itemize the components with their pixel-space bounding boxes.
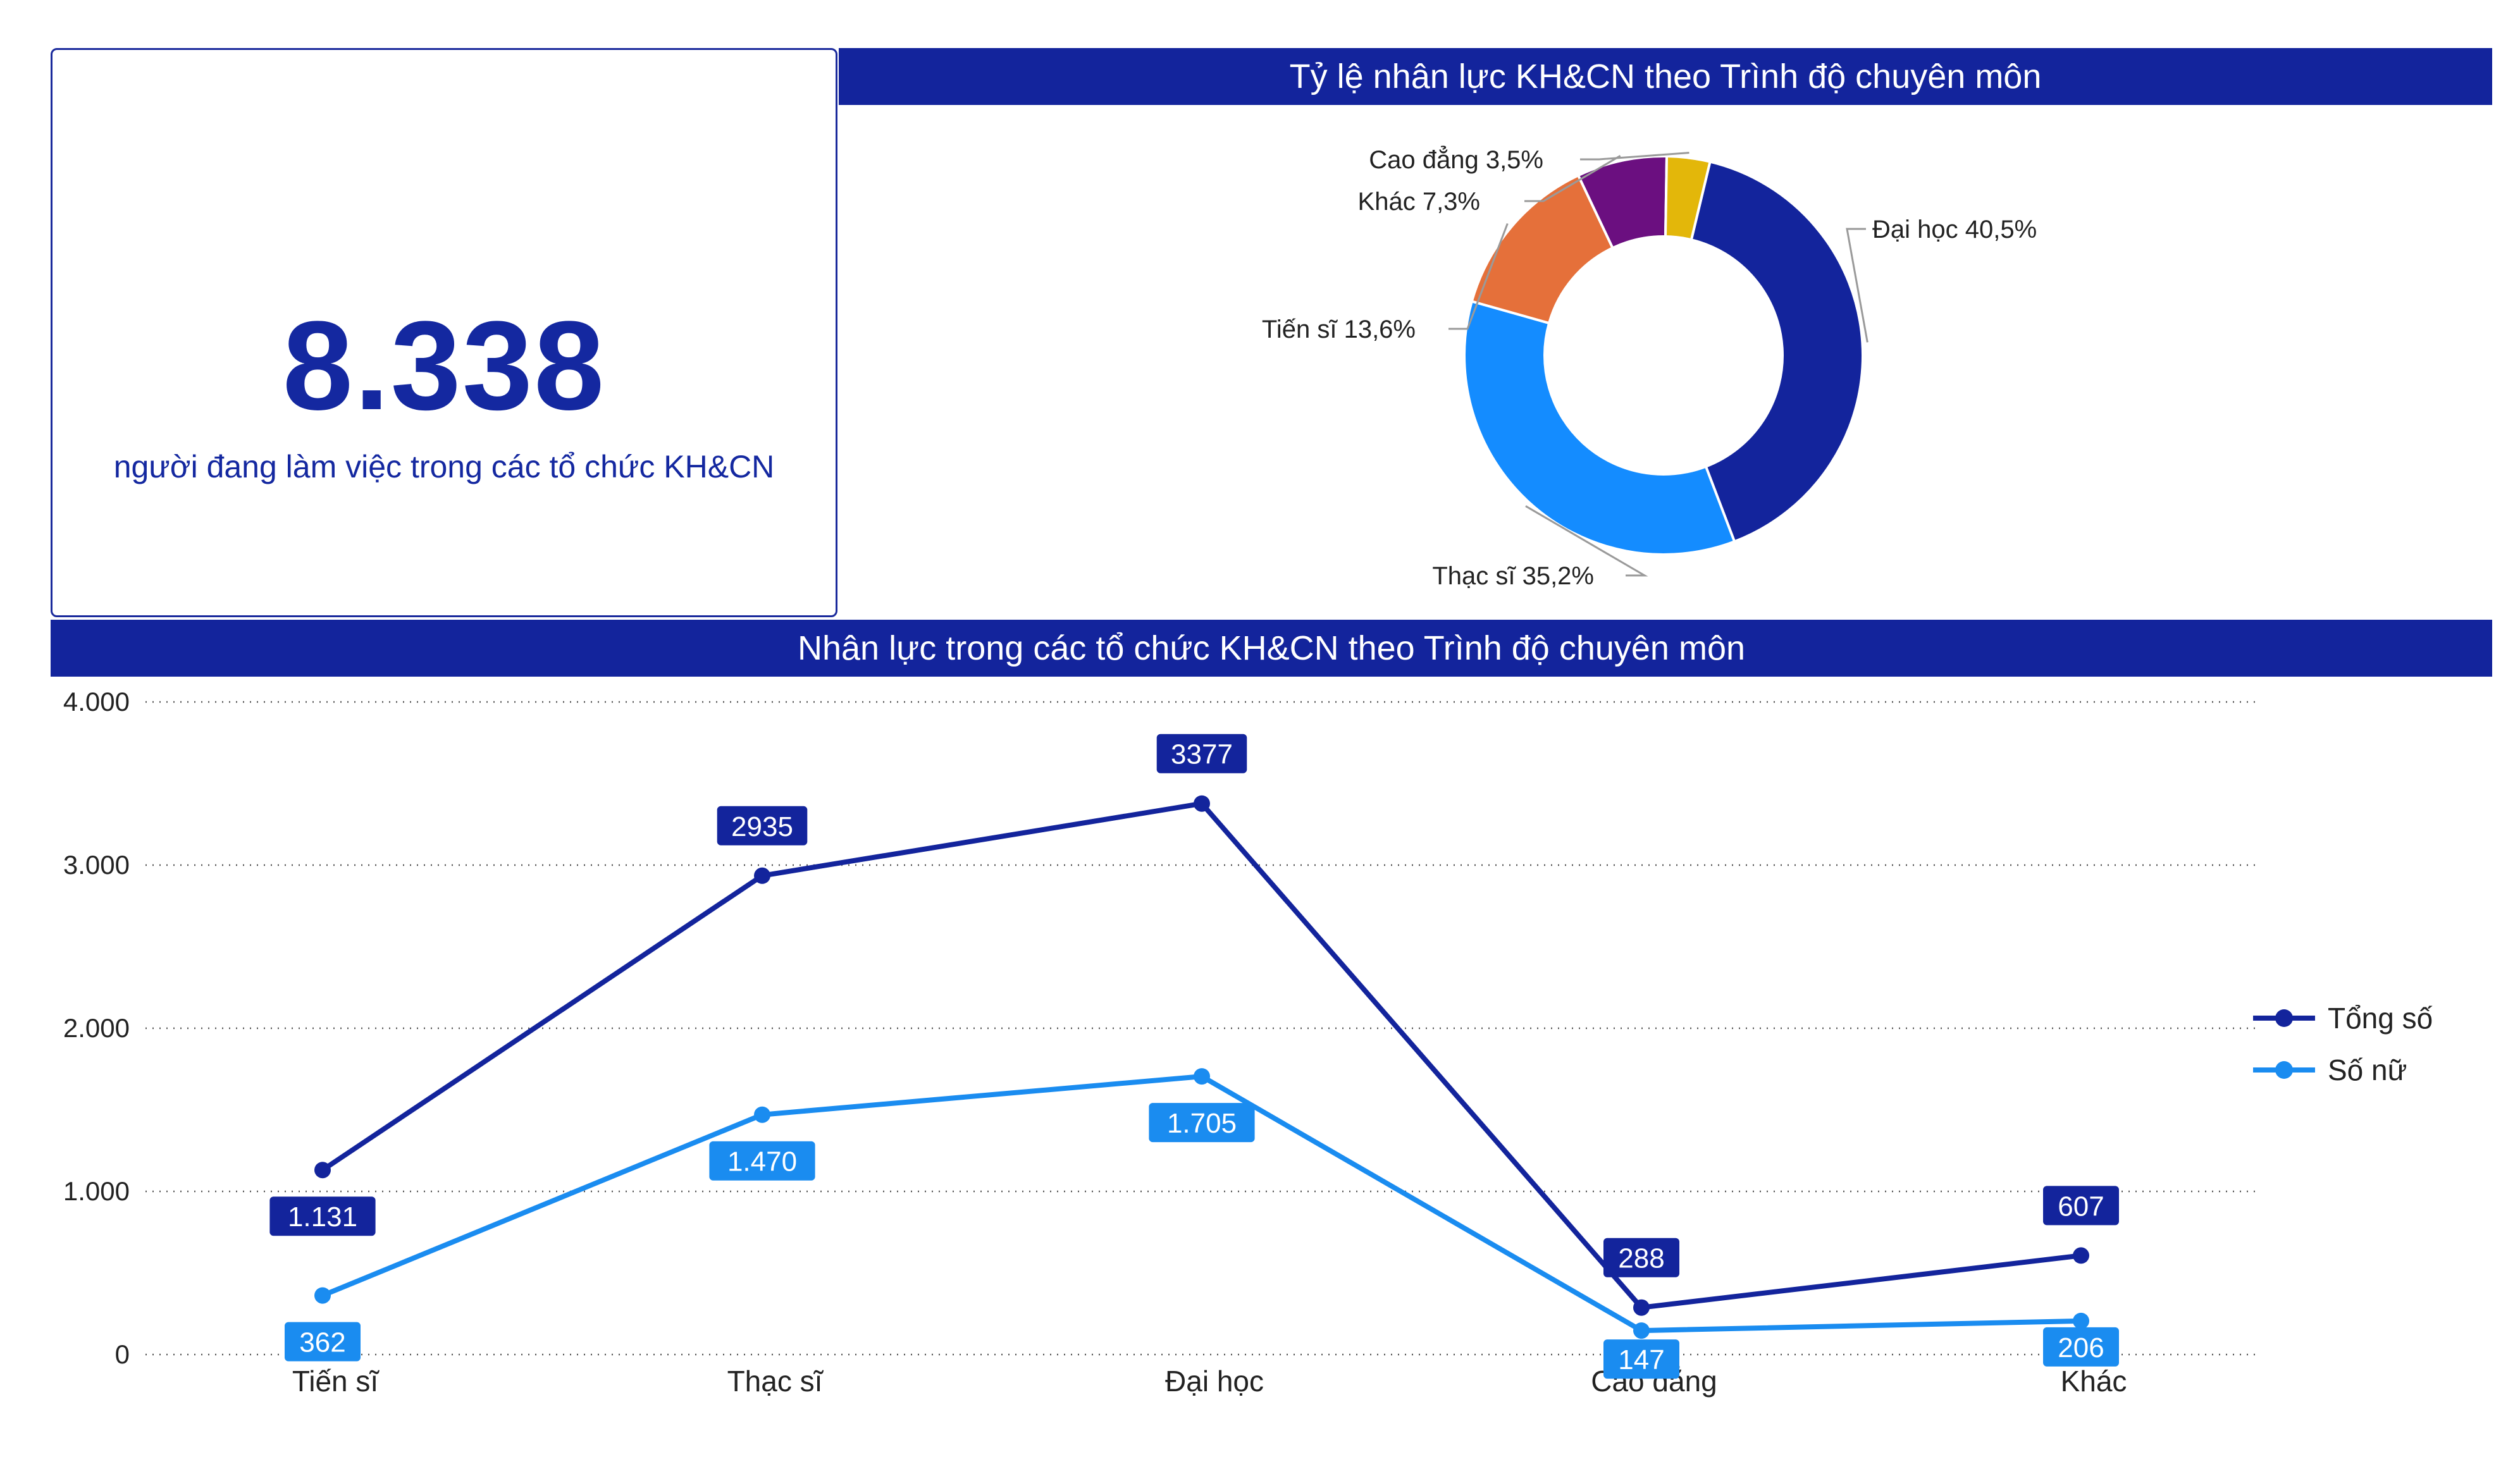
- donut-leader-2: [1525, 505, 1648, 577]
- data-label-tong-so: 2935: [717, 806, 808, 845]
- legend-label: Số nữ: [2328, 1054, 2407, 1086]
- donut-slice-2: [1462, 300, 1736, 556]
- data-label-box: [2043, 1186, 2119, 1226]
- series-line-tong-so: [321, 801, 2082, 1310]
- donut-chart-title: Tỷ lệ nhân lực KH&CN theo Trình độ chuyê…: [839, 48, 2492, 105]
- data-label-box: [269, 1196, 376, 1236]
- data-label-box: [1603, 1339, 1679, 1379]
- donut-label-3: Tiến sĩ 13,6%: [1262, 316, 1416, 343]
- kpi-label: người đang làm việc trong các tổ chức KH…: [113, 449, 775, 484]
- point-tong-so: [1633, 1299, 1650, 1316]
- y-tick-label: 1.000: [63, 1176, 130, 1206]
- data-label-text: 2935: [731, 811, 793, 842]
- x-tick-label: Tiến sĩ: [292, 1365, 380, 1398]
- kpi-card: 8.338 người đang làm việc trong các tổ c…: [51, 48, 837, 617]
- y-tick-label: 3.000: [63, 850, 130, 880]
- donut-leader-4: [1524, 155, 1621, 202]
- x-tick-label: Đại học: [1165, 1365, 1264, 1398]
- data-label-box: [717, 806, 808, 845]
- data-label-tong-so: 288: [1603, 1238, 1679, 1277]
- data-label-text: 288: [1618, 1243, 1664, 1274]
- donut-slice-1: [1689, 160, 1864, 543]
- data-label-text: 1.705: [1167, 1108, 1237, 1139]
- data-label-text: 3377: [1171, 739, 1233, 770]
- data-label-so-nu: 1.470: [709, 1141, 815, 1181]
- data-label-tong-so: 3377: [1156, 734, 1247, 773]
- data-label-tong-so: 607: [2043, 1186, 2119, 1226]
- data-label-text: 206: [2058, 1332, 2104, 1363]
- data-label-tong-so: 1.131: [269, 1196, 376, 1236]
- point-tong-so: [1194, 795, 1210, 812]
- point-so-nu: [314, 1287, 331, 1304]
- data-label-so-nu: 362: [285, 1322, 361, 1362]
- donut-leader-3: [1448, 223, 1509, 330]
- data-label-so-nu: 147: [1603, 1339, 1679, 1379]
- donut-leader-1: [1846, 228, 1868, 343]
- point-tong-so: [754, 867, 770, 884]
- data-label-box: [2043, 1327, 2119, 1367]
- legend-item-so-nu: Số nữ: [2253, 1054, 2407, 1086]
- y-tick-label: 4.000: [63, 687, 130, 716]
- data-label-so-nu: 206: [2043, 1327, 2119, 1367]
- x-tick-label: Khác: [2061, 1365, 2127, 1398]
- donut-leader-5: [1580, 152, 1689, 161]
- data-label-box: [1156, 734, 1247, 773]
- point-so-nu: [1194, 1068, 1210, 1085]
- point-so-nu: [1633, 1322, 1650, 1339]
- line-chart-title: Nhân lực trong các tổ chức KH&CN theo Tr…: [51, 620, 2492, 677]
- legend-marker: [2275, 1061, 2293, 1079]
- data-label-box: [1149, 1103, 1255, 1143]
- legend-label: Tổng số: [2328, 1002, 2433, 1035]
- data-label-box: [1603, 1238, 1679, 1277]
- donut-label-1: Đại học 40,5%: [1872, 216, 2037, 243]
- y-tick-label: 2.000: [63, 1013, 130, 1043]
- donut-label-4: Khác 7,3%: [1358, 188, 1480, 216]
- data-label-so-nu: 1.705: [1149, 1103, 1255, 1143]
- data-label-text: 147: [1618, 1344, 1664, 1375]
- y-tick-label: 0: [115, 1339, 130, 1369]
- data-label-box: [285, 1322, 361, 1362]
- data-label-box: [709, 1141, 815, 1181]
- donut-slice-5: [1664, 155, 1712, 242]
- kpi-value: 8.338: [282, 295, 606, 436]
- data-label-text: 607: [2058, 1191, 2104, 1222]
- legend-item-tong-so: Tổng số: [2253, 1002, 2433, 1035]
- point-tong-so: [2073, 1247, 2089, 1264]
- data-label-text: 1.131: [288, 1202, 357, 1233]
- data-label-text: 362: [299, 1327, 345, 1358]
- data-label-text: 1.470: [727, 1147, 797, 1177]
- donut-label-5: Cao đẳng 3,5%: [1369, 145, 1543, 174]
- legend-marker: [2275, 1009, 2293, 1027]
- point-tong-so: [314, 1162, 331, 1179]
- point-so-nu: [2073, 1312, 2089, 1329]
- x-tick-label: Thạc sĩ: [727, 1365, 824, 1398]
- donut-label-2: Thạc sĩ 35,2%: [1432, 562, 1594, 590]
- point-so-nu: [754, 1106, 770, 1123]
